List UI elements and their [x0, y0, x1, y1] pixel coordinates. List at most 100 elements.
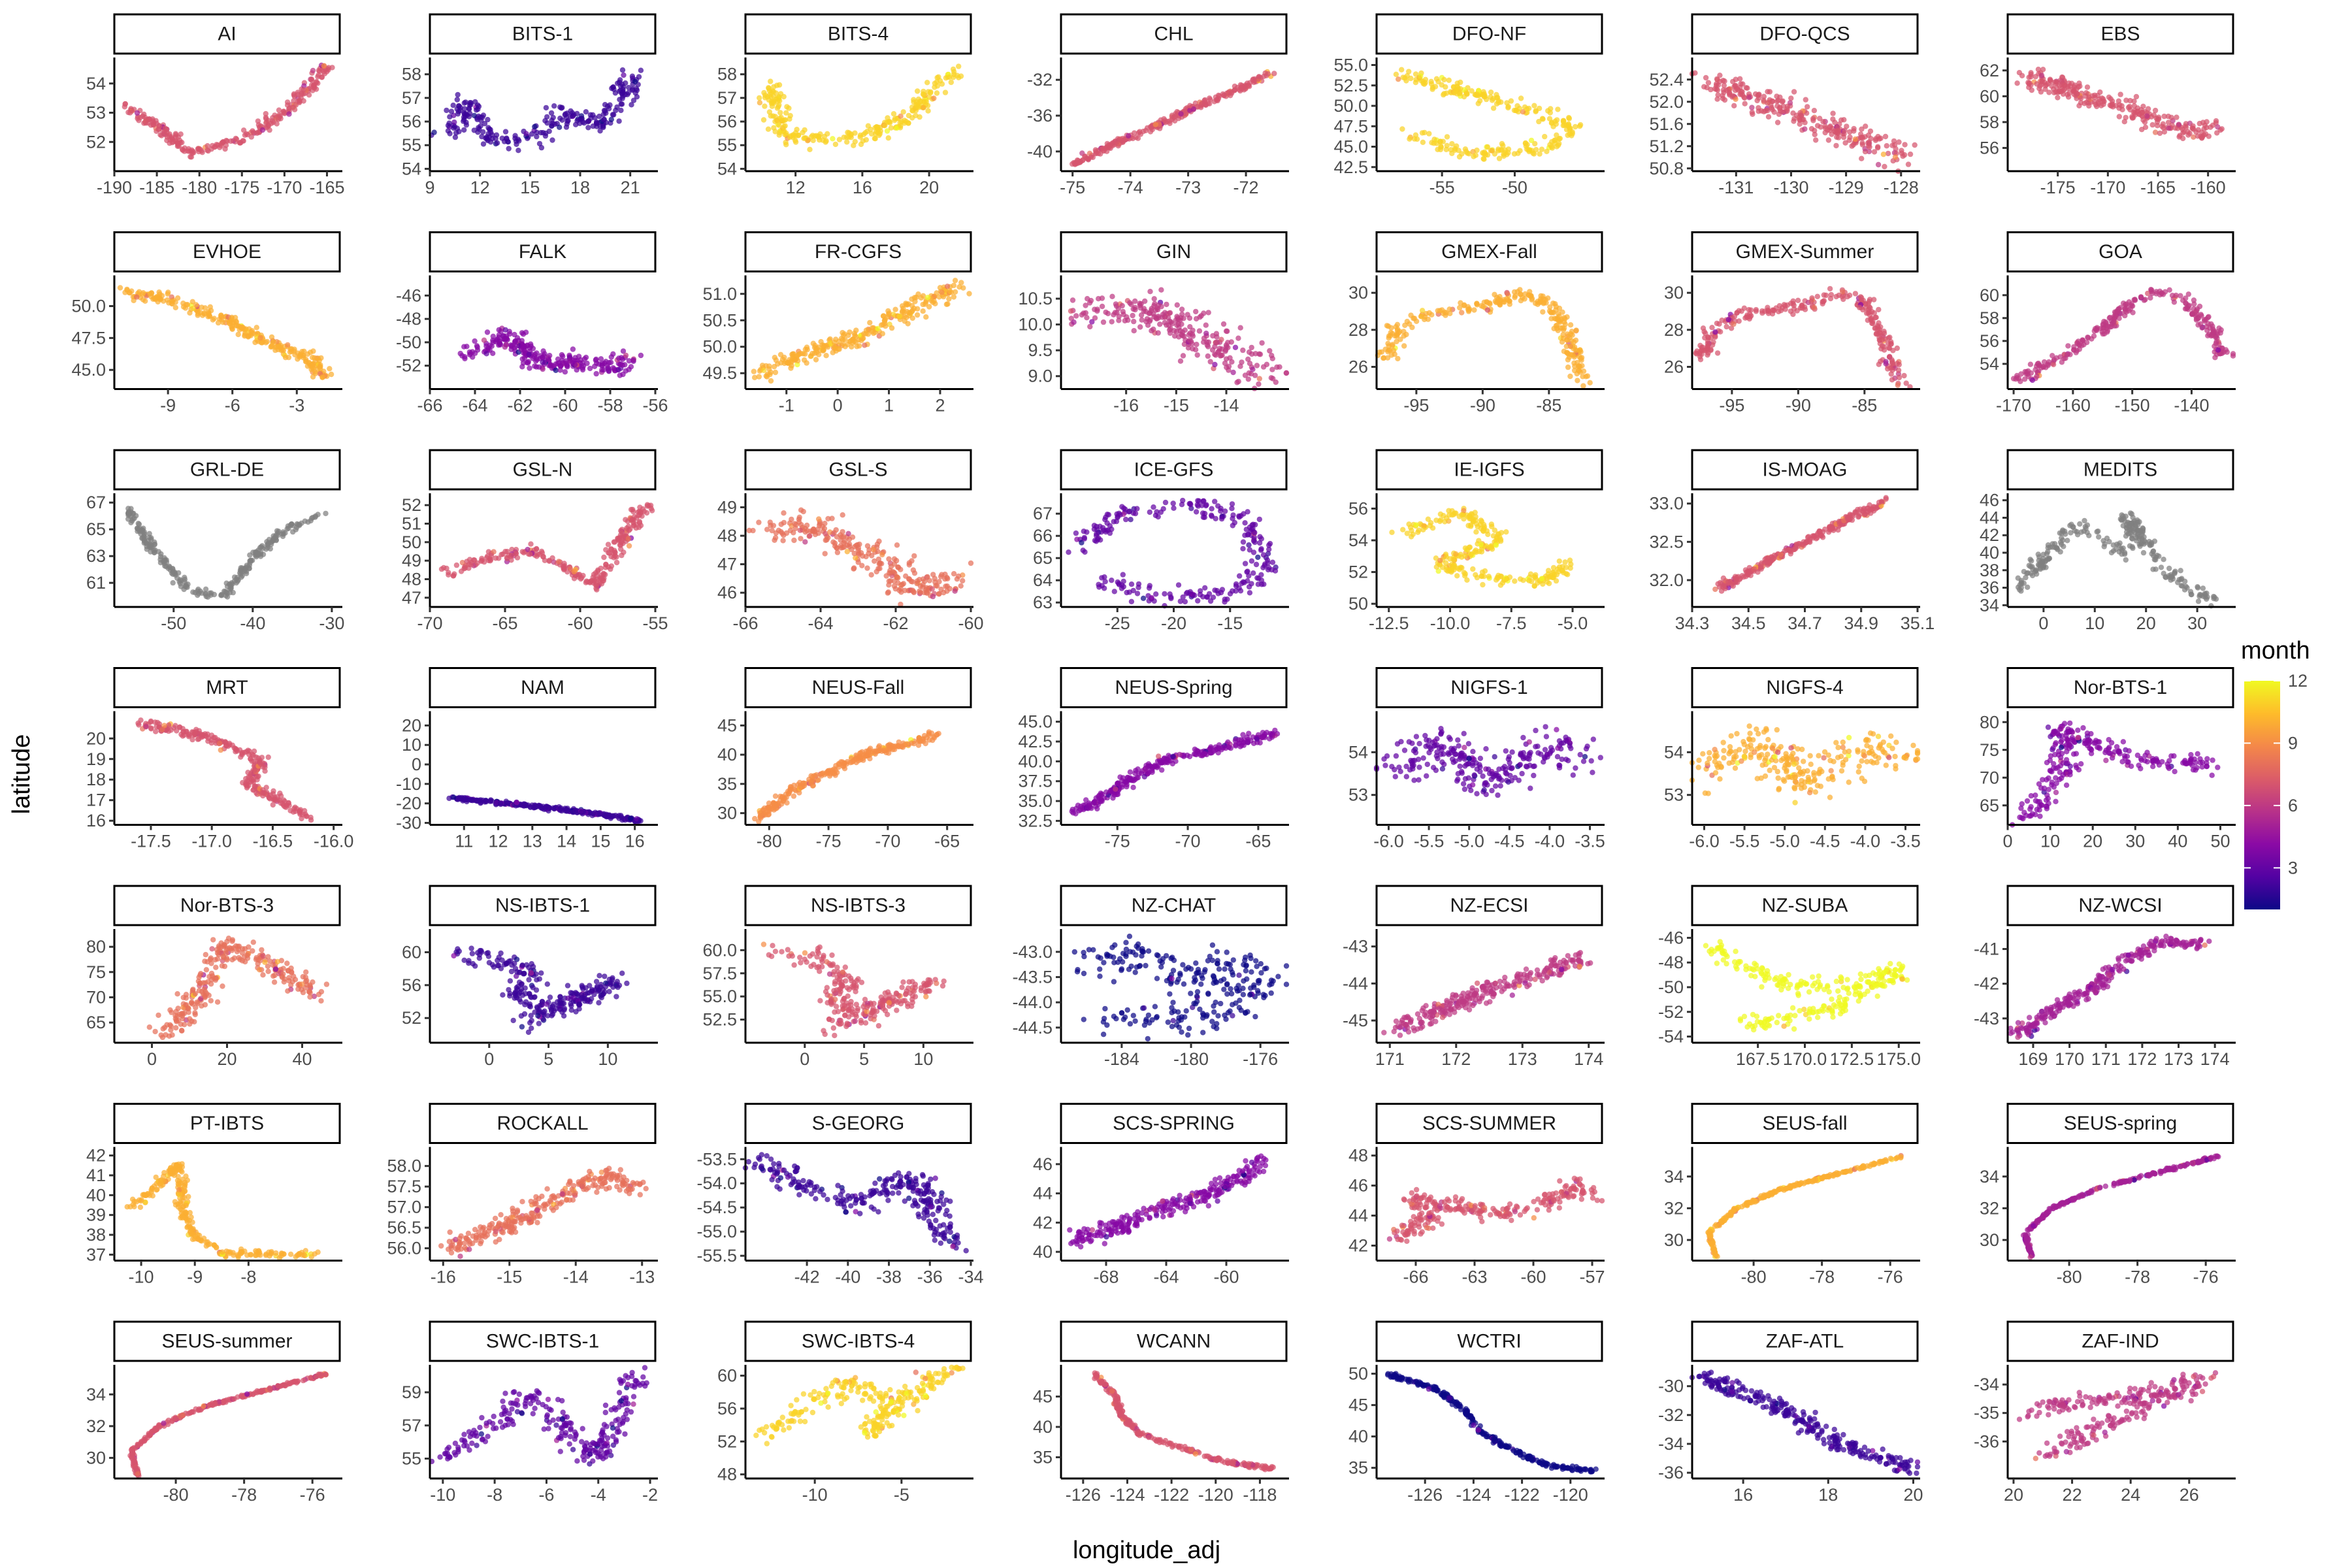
data-point: [1396, 76, 1401, 82]
data-point: [879, 331, 886, 336]
x-tick-label: -55: [642, 613, 668, 633]
facet-panel-FR-CGFS: FR-CGFS-1 0 1 249.550.050.551.0: [702, 231, 973, 416]
data-point: [2098, 325, 2104, 331]
data-point: [1142, 298, 1148, 304]
facet-strip-label: GIN: [1156, 241, 1191, 263]
data-point: [802, 529, 809, 535]
data-point: [431, 129, 437, 135]
data-point: [457, 107, 463, 114]
data-point: [127, 110, 133, 116]
data-point: [133, 294, 140, 300]
data-point: [1269, 352, 1275, 359]
data-point: [199, 312, 206, 318]
y-tick-label: -48: [396, 309, 421, 329]
data-point: [204, 147, 210, 154]
data-point: [1790, 298, 1796, 304]
data-point: [1240, 546, 1246, 551]
data-point: [1528, 137, 1535, 144]
data-point: [791, 537, 797, 544]
data-points: [122, 62, 335, 160]
data-point: [1852, 291, 1859, 297]
data-point: [781, 519, 787, 526]
data-point: [1413, 80, 1419, 86]
data-point: [876, 538, 882, 544]
data-point: [1488, 94, 1494, 100]
y-tick-label: 26: [1348, 357, 1368, 377]
data-point: [818, 338, 824, 345]
data-point: [612, 539, 618, 545]
data-point: [772, 537, 777, 543]
data-point: [471, 112, 478, 119]
data-point: [1408, 75, 1414, 82]
data-point: [1544, 148, 1550, 154]
data-point: [1756, 91, 1762, 97]
x-tick-label: -85: [1852, 396, 1877, 416]
data-point: [870, 546, 876, 553]
data-point: [563, 358, 569, 364]
y-tick-label: 9.5: [1028, 340, 1053, 360]
data-point: [751, 368, 757, 374]
data-point: [617, 372, 623, 378]
facet-panel-GIN: GIN-16 -15 -149.09.510.010.5: [1018, 231, 1290, 416]
x-tick-label: -60: [958, 613, 983, 633]
data-point: [2122, 312, 2128, 319]
data-point: [140, 529, 146, 535]
data-point: [244, 131, 251, 138]
data-point: [2103, 325, 2110, 331]
data-point: [507, 331, 513, 337]
data-point: [502, 344, 508, 350]
data-point: [1229, 359, 1235, 365]
data-point: [945, 301, 951, 307]
data-point: [253, 325, 259, 331]
y-tick-label: 58: [717, 65, 737, 84]
data-point: [571, 576, 578, 581]
data-point: [577, 120, 583, 126]
data-point: [1246, 542, 1252, 548]
data-point: [172, 304, 178, 310]
data-point: [617, 361, 623, 368]
data-point: [310, 355, 316, 361]
data-point: [898, 118, 905, 125]
data-point: [233, 135, 239, 142]
data-point: [559, 351, 565, 358]
data-point: [1471, 307, 1477, 313]
data-point: [1449, 150, 1455, 156]
y-tick-label: 50.5: [702, 310, 737, 330]
data-point: [1882, 336, 1888, 342]
data-point: [942, 576, 948, 582]
data-point: [2108, 323, 2114, 330]
data-point: [568, 108, 574, 114]
data-point: [1723, 323, 1729, 330]
data-point: [1912, 142, 1918, 148]
data-point: [761, 90, 767, 96]
data-point: [1217, 93, 1222, 99]
data-point: [1830, 116, 1836, 122]
data-point: [789, 516, 794, 523]
data-point: [1552, 118, 1558, 124]
data-point: [1256, 74, 1262, 80]
x-tick-label: -1: [779, 396, 794, 416]
data-point: [2213, 338, 2219, 344]
data-point: [930, 572, 936, 578]
data-point: [1547, 142, 1553, 148]
data-point: [1495, 296, 1501, 302]
data-point: [1190, 327, 1196, 333]
data-point: [146, 534, 152, 540]
data-point: [783, 110, 789, 116]
data-point: [930, 593, 936, 600]
data-point: [1074, 536, 1080, 542]
data-point: [1846, 137, 1852, 143]
data-point: [1495, 148, 1501, 154]
y-tick-label: 60: [1980, 86, 1999, 106]
data-point: [141, 540, 147, 546]
data-point: [621, 72, 627, 78]
x-tick-label: -170: [1996, 396, 2031, 416]
x-tick-label: 21: [621, 178, 640, 197]
data-point: [904, 302, 910, 308]
data-point: [1840, 296, 1846, 302]
data-point: [1834, 134, 1840, 140]
data-point: [601, 554, 607, 561]
data-point: [142, 114, 148, 120]
data-point: [1392, 333, 1398, 339]
